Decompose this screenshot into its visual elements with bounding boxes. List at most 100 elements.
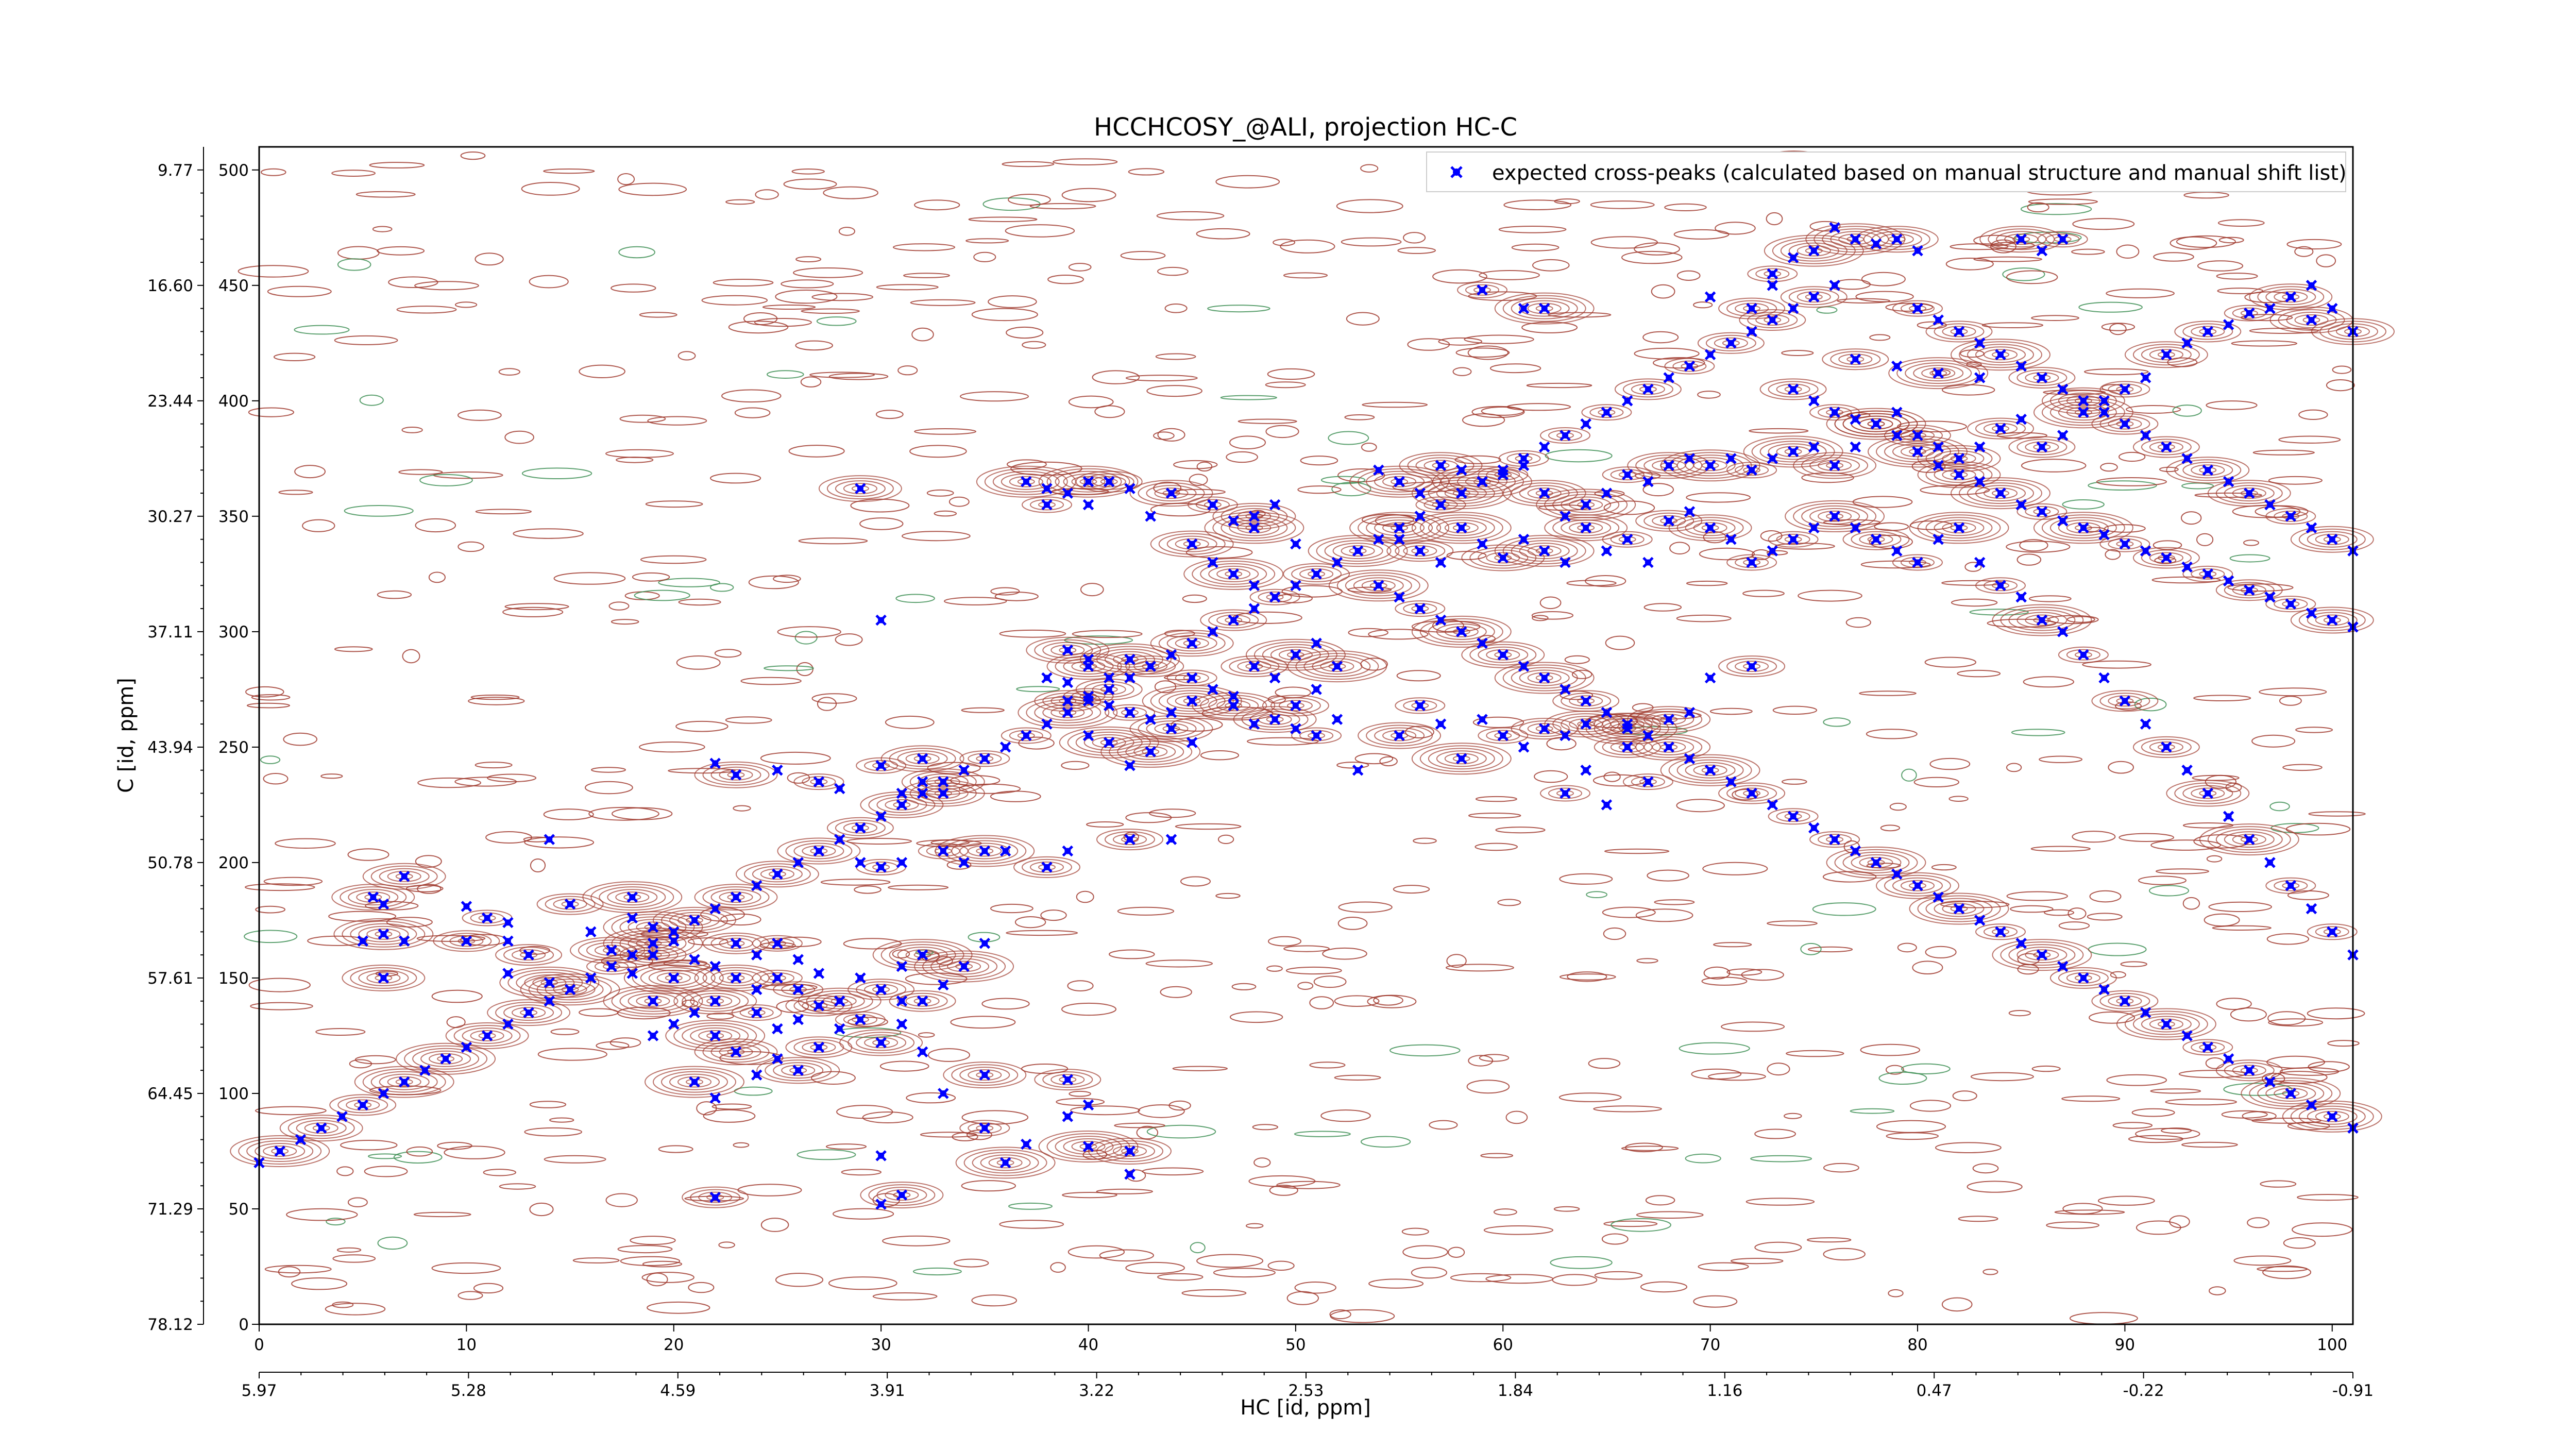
contour-peak: [1622, 773, 1673, 790]
contour-peak: [1138, 482, 1205, 504]
contour-peak: [1192, 560, 1276, 587]
contour-peak: [694, 884, 778, 911]
contour-noise: [1068, 263, 1092, 272]
contour-noise: [875, 410, 904, 419]
contour-noise: [2044, 909, 2075, 916]
cross-peak: [1082, 730, 1094, 742]
contour-peak: [1283, 563, 1350, 585]
contour-noise: [1126, 1169, 1146, 1182]
cross-peak: [2140, 372, 2151, 383]
contour-noise: [2149, 885, 2189, 897]
contour-peak: [1299, 730, 1334, 742]
contour-noise: [1402, 1245, 1448, 1259]
cross-peak: [1269, 499, 1281, 511]
cross-peak: [730, 769, 742, 781]
contour-noise: [676, 655, 721, 670]
cross-peak: [1995, 926, 2006, 938]
cross-peak: [855, 972, 866, 984]
cross-peak: [2119, 418, 2131, 430]
contour-peak: [1735, 661, 1769, 672]
contour-peak: [1905, 362, 1972, 384]
contour-noise: [1247, 737, 1319, 746]
cross-peak: [1248, 511, 1260, 522]
contour-noise: [1393, 885, 1430, 894]
y-ppm-tick-label: 50.78: [147, 854, 193, 872]
contour-peak: [959, 843, 1010, 860]
cross-peak: [709, 903, 721, 915]
y-tick-label: 150: [218, 969, 249, 988]
contour-noise: [414, 281, 479, 291]
contour-noise: [1945, 258, 1994, 271]
contour-noise: [263, 877, 323, 886]
contour-peak: [590, 884, 674, 911]
contour-noise: [248, 978, 311, 992]
cross-peak: [2223, 476, 2234, 487]
contour-peak: [1776, 533, 1810, 545]
contour-peak: [1216, 700, 1251, 712]
cross-peak: [2202, 1041, 2214, 1053]
contour-noise: [1929, 757, 1971, 770]
contour-noise: [2216, 998, 2252, 1010]
cross-peak: [1725, 533, 1737, 545]
y-tick-label: 500: [218, 161, 249, 180]
contour-noise: [1361, 514, 1414, 526]
contour-peak: [1917, 445, 2001, 472]
contour-noise: [1730, 1258, 1784, 1265]
contour-peak: [1859, 856, 1893, 868]
contour-noise: [1268, 936, 1301, 947]
cross-peak: [1995, 487, 2006, 499]
contour-peak: [1146, 485, 1197, 502]
contour-noise: [596, 1041, 630, 1050]
cross-peak: [1767, 314, 1778, 326]
contour-noise: [2259, 687, 2327, 697]
contour-peak: [1328, 569, 1429, 602]
contour-peak: [611, 914, 695, 941]
cross-peak: [606, 961, 617, 972]
contour-peak: [856, 981, 907, 998]
contour-peak: [1909, 512, 2009, 544]
contour-peak: [1726, 785, 1777, 802]
contour-noise: [1454, 455, 1501, 464]
contour-peak: [2215, 482, 2283, 504]
cross-peak: [1186, 538, 1198, 550]
contour-noise: [2106, 288, 2175, 298]
contour-peak: [793, 773, 844, 790]
y-ppm-tick-label: 37.11: [147, 623, 193, 642]
contour-noise: [1062, 1192, 1117, 1199]
contour-peak: [528, 976, 612, 1003]
contour-peak: [793, 843, 844, 860]
contour-noise: [1053, 158, 1118, 166]
contour-noise: [2008, 1010, 2031, 1017]
x-tick-label: 40: [1078, 1336, 1098, 1354]
cross-peak: [2036, 506, 2048, 517]
cross-peak: [1663, 515, 1674, 527]
contour-peak: [1117, 655, 1184, 678]
cross-peak: [1704, 291, 1716, 302]
contour-peak: [238, 1138, 322, 1165]
contour-peak: [1374, 519, 1425, 536]
contour-noise: [2151, 576, 2221, 584]
cross-peak: [502, 935, 514, 947]
contour-peak: [2058, 392, 2109, 409]
contour-noise: [1772, 705, 1818, 715]
contour-noise: [1285, 966, 1342, 975]
cross-peak: [1538, 672, 1550, 684]
contour-noise: [1685, 1153, 1721, 1164]
contour-noise: [2138, 875, 2187, 885]
contour-peak: [1726, 554, 1777, 571]
cross-peak: [1414, 545, 1426, 557]
contour-noise: [1047, 275, 1084, 284]
contour-peak: [1440, 468, 1524, 495]
contour-noise: [2006, 270, 2058, 284]
contour-noise: [431, 1262, 501, 1274]
contour-noise: [1664, 203, 1707, 211]
contour-peak: [1622, 381, 1673, 398]
y-tick-label: 200: [218, 854, 249, 872]
contour-peak: [586, 958, 637, 975]
contour-noise: [961, 1180, 1016, 1192]
cross-peak: [1580, 522, 1591, 534]
contour-noise: [1217, 834, 1234, 845]
contour-peak: [2149, 441, 2183, 453]
cross-peak: [2285, 598, 2297, 610]
